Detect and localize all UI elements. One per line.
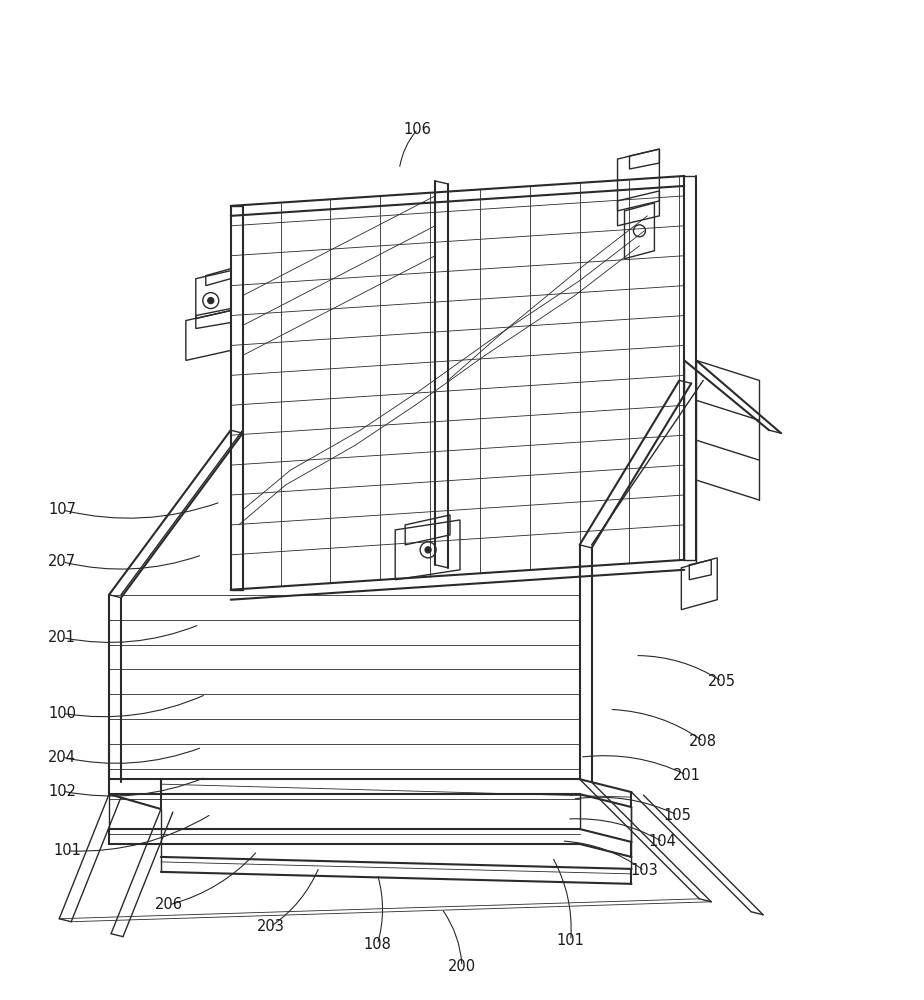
Text: 106: 106: [404, 122, 432, 137]
Text: 105: 105: [663, 808, 691, 823]
Text: 205: 205: [708, 674, 736, 689]
Text: 201: 201: [48, 630, 76, 645]
Text: 208: 208: [689, 734, 717, 749]
Circle shape: [208, 298, 213, 304]
Text: 206: 206: [155, 897, 183, 912]
Text: 200: 200: [448, 959, 476, 974]
Circle shape: [425, 547, 432, 553]
Text: 103: 103: [630, 863, 658, 878]
Text: 101: 101: [557, 933, 585, 948]
Text: 104: 104: [649, 834, 676, 849]
Text: 101: 101: [54, 843, 81, 858]
Text: 108: 108: [363, 937, 391, 952]
Text: 203: 203: [257, 919, 285, 934]
Text: 201: 201: [673, 768, 700, 783]
Text: 204: 204: [48, 750, 76, 765]
Text: 107: 107: [48, 502, 76, 517]
Text: 102: 102: [48, 784, 76, 799]
Text: 207: 207: [48, 554, 77, 569]
Text: 100: 100: [48, 706, 76, 721]
